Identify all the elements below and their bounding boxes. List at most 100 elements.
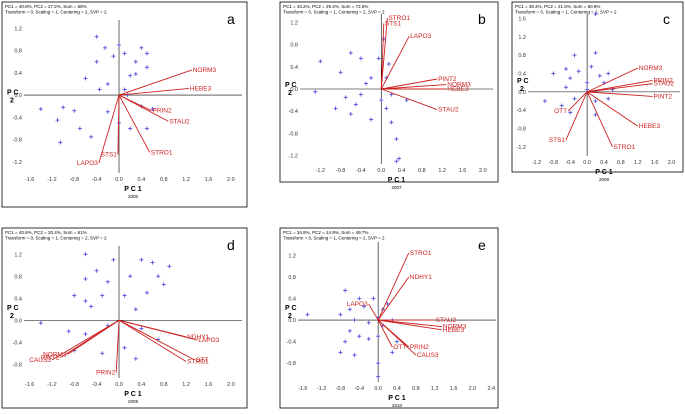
sample-point xyxy=(568,76,573,81)
loading-label-stro1: STRO1 xyxy=(151,149,173,156)
loading-label-ott: OTT xyxy=(393,344,406,351)
loading-label-norm3: NORM3 xyxy=(447,82,471,89)
panel-header-line: PC1 = 40.8%, PC2 = 27.2%, Sum = 68% xyxy=(5,4,87,9)
y-axis-label-index: 2 xyxy=(520,86,524,93)
sample-point xyxy=(389,92,394,97)
sample-point xyxy=(117,43,122,48)
panel-header-line: PC1 = 34.8%, PC2 = 14.9%, Sum = 49.7% xyxy=(283,230,368,235)
y-tick-label: 1.2 xyxy=(288,253,296,259)
sample-point xyxy=(593,99,598,104)
x-tick-label: 1.2 xyxy=(431,386,439,392)
loading-vector-pint2 xyxy=(381,78,438,90)
sample-point xyxy=(77,126,82,131)
sample-point xyxy=(348,50,353,55)
loading-vector-lapo3 xyxy=(118,319,198,341)
sample-point xyxy=(347,328,352,333)
sample-point xyxy=(94,59,99,64)
sample-point xyxy=(97,87,102,92)
sample-point xyxy=(139,257,144,262)
panel-label: c xyxy=(663,11,670,27)
sample-point xyxy=(542,99,547,104)
sample-point xyxy=(66,329,71,334)
x-tick-label: -1.2 xyxy=(317,386,326,392)
sample-point xyxy=(105,279,110,284)
loading-label-hebe3: HEBE3 xyxy=(639,123,661,130)
x-tick-label: -0.4 xyxy=(92,177,101,183)
loading-label-stau2: STAU2 xyxy=(438,107,459,114)
x-tick-label: -0.4 xyxy=(565,160,574,166)
loading-vector-sts1 xyxy=(565,91,588,141)
loading-vector-norm3 xyxy=(586,67,638,93)
loading-vector-ott xyxy=(118,319,195,361)
y-tick-label: 0.8 xyxy=(290,43,298,49)
sample-point xyxy=(564,66,568,71)
loading-label-norm3: NORM3 xyxy=(193,67,217,74)
loading-label-hebe3: HEBE3 xyxy=(447,86,469,93)
sample-point xyxy=(338,70,343,75)
loading-label-sts1: STS1 xyxy=(385,20,402,27)
x-tick-label: 1.2 xyxy=(182,177,190,183)
sample-point xyxy=(128,274,133,279)
loading-vector-ndhy1 xyxy=(377,276,410,321)
sample-point xyxy=(395,339,399,344)
loading-label-stro1: STRO1 xyxy=(410,250,432,257)
panel-label: a xyxy=(227,11,235,27)
x-tick-label: 1.6 xyxy=(205,177,213,183)
y-tick-label: 0.4 xyxy=(14,71,22,77)
x-tick-label: 0.4 xyxy=(393,386,401,392)
loading-vector-stro1 xyxy=(377,252,410,321)
sample-point xyxy=(366,320,371,325)
sample-point xyxy=(572,96,577,101)
sample-point xyxy=(100,351,105,356)
y-tick-label: -0.4 xyxy=(287,340,296,346)
loading-label-prin2: PRIN2 xyxy=(152,108,172,115)
sample-point xyxy=(122,345,127,350)
sample-point xyxy=(364,81,369,86)
sample-point xyxy=(61,105,66,110)
sample-point xyxy=(89,304,94,309)
sample-point xyxy=(385,301,390,306)
panel-header-line: Transform = 0, Scaling = 1, Centering = … xyxy=(5,236,107,241)
y-tick-label: 0.0 xyxy=(14,93,22,99)
x-tick-label: -1.6 xyxy=(25,177,34,183)
x-tick-label: 1.2 xyxy=(182,382,190,388)
x-tick-label: 2.0 xyxy=(469,386,477,392)
x-tick-label: 0.0 xyxy=(374,386,382,392)
sample-point xyxy=(593,12,598,16)
loading-label-pint2: PINT2 xyxy=(654,93,673,100)
x-tick-label: 0.0 xyxy=(377,168,385,174)
sample-point xyxy=(338,350,343,355)
loading-label-stro1: STRO1 xyxy=(613,144,635,151)
sample-point xyxy=(133,356,138,361)
sample-point xyxy=(352,318,357,323)
loading-label-pint2: PINT2 xyxy=(41,355,60,362)
panel-c: PC1 = 39.4%, PC2 = 21.5%, Sum = 60.9%Tra… xyxy=(511,1,684,182)
x-tick-label: 1.2 xyxy=(438,168,446,174)
y-tick-label: -0.8 xyxy=(517,127,526,133)
sample-point xyxy=(333,106,338,111)
sample-point xyxy=(568,110,573,115)
sample-point xyxy=(585,80,590,85)
sample-point xyxy=(83,332,88,336)
loading-vector-sts1 xyxy=(380,23,385,90)
loading-label-stro1: STRO1 xyxy=(388,15,410,22)
y-tick-label: 0.0 xyxy=(14,318,22,324)
x-axis-label: P C 1 xyxy=(124,186,141,193)
sample-point xyxy=(117,120,122,125)
y-tick-label: -0.4 xyxy=(517,108,526,114)
x-tick-label: 0.4 xyxy=(138,177,146,183)
loading-label-prin2: PRIN2 xyxy=(410,344,430,351)
sample-point xyxy=(161,282,166,287)
sample-point xyxy=(585,87,590,92)
sample-point xyxy=(384,106,389,111)
sample-point xyxy=(305,312,310,317)
y-tick-label: -0.4 xyxy=(13,115,22,121)
sample-point xyxy=(128,126,133,131)
panel-frame xyxy=(279,227,499,409)
loading-label-caus3: CAUS3 xyxy=(29,357,51,364)
sample-point xyxy=(353,102,358,107)
sample-point xyxy=(55,118,60,123)
y-tick-label: 1.2 xyxy=(14,252,22,258)
x-tick-label: 0.4 xyxy=(398,168,406,174)
